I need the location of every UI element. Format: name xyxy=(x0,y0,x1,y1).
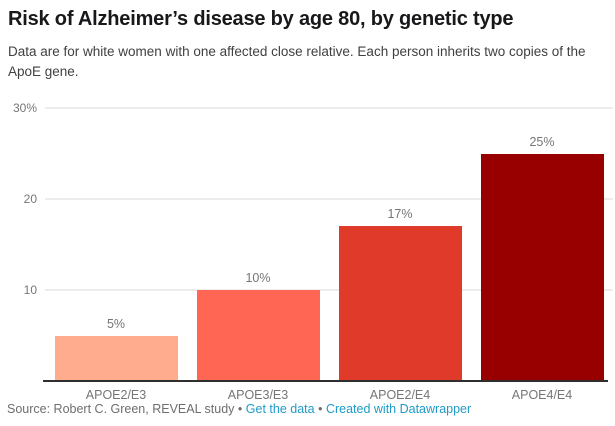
y-axis: 30% 20 10 xyxy=(0,101,37,381)
footer: Source: Robert C. Green, REVEAL study • … xyxy=(7,402,607,416)
bar-value-label: 5% xyxy=(106,316,126,331)
y-tick-label-10: 10 xyxy=(23,283,37,297)
bar-value-label: 10% xyxy=(245,271,271,285)
bar-column-apoe2-e4: 17% APOE2/E4 xyxy=(329,108,471,402)
bar-apoe4-e4[interactable] xyxy=(480,153,604,381)
x-category-label: APOE4/E4 xyxy=(511,388,573,402)
chart-title: Risk of Alzheimer’s disease by age 80, b… xyxy=(8,8,514,30)
datawrapper-credit-link[interactable]: Created with Datawrapper xyxy=(325,402,472,416)
y-tick-label-20: 20 xyxy=(23,192,37,206)
bar-column-apoe4-e4: 25% APOE4/E4 xyxy=(471,108,613,402)
bar-apoe2-e4[interactable] xyxy=(338,226,462,381)
bar-value-label: 25% xyxy=(529,134,555,149)
gridline-30 xyxy=(45,107,613,109)
bar-value-label: 17% xyxy=(387,207,413,222)
x-category-label: APOE3/E3 xyxy=(227,388,289,402)
plot-area: 5% APOE2/E3 10% APOE3/E3 17% APOE2/E4 25% APOE4… xyxy=(43,107,613,402)
source-text: Source: Robert C. Green, REVEAL study xyxy=(7,402,235,416)
y-tick-label-30: 30% xyxy=(12,101,37,115)
chart-subtitle: Data are for white women with one affect… xyxy=(8,44,586,79)
get-the-data-link[interactable]: Get the data xyxy=(245,402,315,416)
x-category-label: APOE2/E3 xyxy=(85,388,147,402)
footer-separator: • xyxy=(318,402,323,416)
bar-apoe2-e3[interactable] xyxy=(54,335,178,381)
gridline-10 xyxy=(45,289,613,291)
footer-separator: • xyxy=(237,402,243,416)
bar-columns: 5% APOE2/E3 10% APOE3/E3 17% APOE2/E4 25% APOE4… xyxy=(45,108,613,402)
chart-area: 30% 20 10 5% APOE2/E3 10% APOE3/E3 17% APOE2/E4… xyxy=(0,101,615,402)
x-axis-baseline xyxy=(43,380,608,382)
bar-column-apoe3-e3: 10% APOE3/E3 xyxy=(187,108,329,402)
gridline-20 xyxy=(45,198,613,200)
bar-apoe3-e3[interactable] xyxy=(196,290,320,381)
bar-column-apoe2-e3: 5% APOE2/E3 xyxy=(45,108,187,402)
x-category-label: APOE2/E4 xyxy=(369,388,431,402)
